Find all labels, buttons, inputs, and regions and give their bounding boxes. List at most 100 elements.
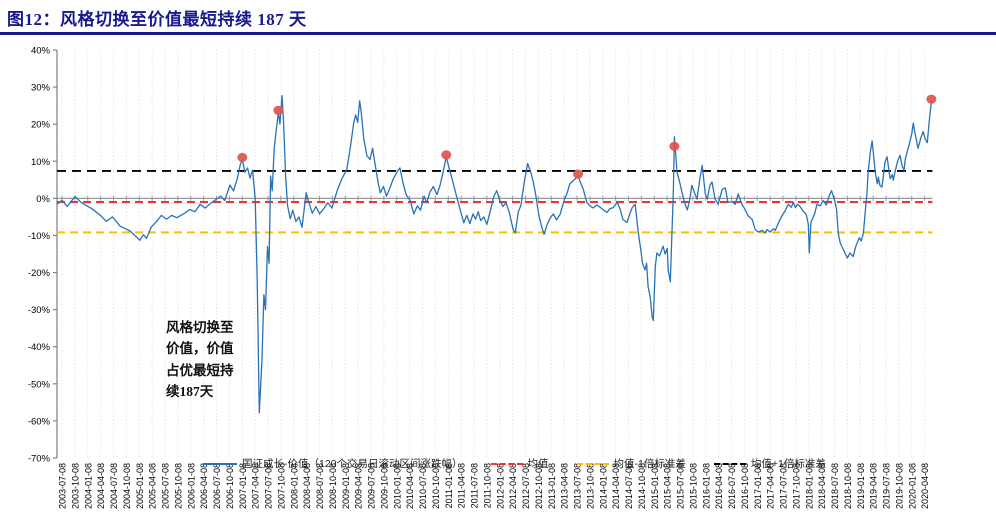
x-tick-label: 2016-01-08	[701, 463, 711, 509]
y-tick-label: -10%	[28, 231, 51, 242]
x-tick-label: 2018-04-08	[817, 463, 827, 509]
x-tick-label: 2011-07-08	[470, 463, 480, 508]
x-tick-label: 2003-07-08	[58, 463, 68, 509]
x-tick-label: 2013-01-08	[547, 463, 557, 509]
x-tick-label: 2007-10-08	[276, 463, 286, 509]
x-tick-label: 2009-10-08	[379, 463, 389, 509]
peak-marker	[237, 152, 248, 163]
x-tick-label: 2019-04-08	[869, 463, 879, 509]
x-tick-label: 2007-04-08	[251, 463, 261, 509]
x-tick-label: 2005-10-08	[173, 463, 183, 509]
x-tick-label: 2014-10-08	[637, 463, 647, 509]
x-tick-label: 2006-10-08	[225, 463, 235, 509]
peak-marker	[926, 94, 937, 104]
x-tick-label: 2015-01-08	[650, 463, 660, 509]
x-tick-label: 2011-01-08	[444, 463, 454, 508]
x-tick-label: 2005-01-08	[135, 463, 145, 509]
x-tick-label: 2011-10-08	[482, 463, 492, 508]
x-tick-label: 2005-07-08	[161, 463, 171, 509]
x-tick-label: 2014-04-08	[611, 463, 621, 509]
x-tick-label: 2010-04-08	[405, 463, 415, 509]
peak-marker	[669, 141, 680, 151]
x-tick-label: 2012-04-08	[508, 463, 518, 509]
x-tick-label: 2013-10-08	[585, 463, 595, 509]
legend-label: 均值	[527, 458, 549, 470]
y-tick-label: 0%	[36, 194, 50, 205]
chart-legend: 国证成长-价值（120个交易日滚动区间涨跌幅） 均值 均值-1倍标准差 均值+1…	[203, 456, 826, 471]
y-tick-label: 40%	[31, 46, 51, 57]
legend-label: 均值-1倍标准差	[613, 458, 686, 470]
x-tick-label: 2013-04-08	[560, 463, 570, 509]
x-tick-label: 2019-01-08	[856, 463, 866, 509]
y-tick-label: -40%	[28, 342, 51, 353]
legend-item-mean-minus-sigma: 均值-1倍标准差	[576, 456, 686, 471]
x-tick-label: 2017-07-08	[779, 463, 789, 509]
peak-marker	[573, 169, 584, 179]
figure-header: 图12：风格切换至价值最短持续 187 天	[0, 0, 996, 35]
legend-item-series: 国证成长-价值（120个交易日滚动区间涨跌幅）	[203, 456, 463, 471]
x-tick-label: 2011-04-08	[457, 463, 467, 508]
x-tick-label: 2006-07-08	[212, 463, 222, 509]
x-tick-label: 2010-01-08	[392, 463, 402, 509]
title-underline	[0, 32, 996, 35]
x-tick-label: 2017-01-08	[753, 463, 763, 509]
y-tick-label: 30%	[31, 83, 51, 94]
x-tick-label: 2020-04-08	[920, 463, 930, 509]
legend-label: 国证成长-价值（120个交易日滚动区间涨跌幅）	[242, 458, 463, 470]
chart-annotation: 风格切换至 价值，价值 占优最短持 续187天	[166, 320, 234, 399]
peak-marker	[273, 105, 284, 115]
x-tick-label: 2004-10-08	[122, 463, 132, 509]
x-tick-label: 2016-07-08	[727, 463, 737, 509]
legend-item-mean: 均值	[490, 456, 549, 471]
x-tick-label: 2014-01-08	[598, 463, 608, 509]
x-tick-label: 2010-07-08	[418, 463, 428, 509]
y-tick-label: 10%	[31, 157, 51, 168]
x-tick-label: 2006-01-08	[186, 463, 196, 509]
x-tick-label: 2016-10-08	[740, 463, 750, 509]
x-tick-label: 2014-07-08	[624, 463, 634, 509]
x-tick-label: 2019-10-08	[894, 463, 904, 509]
x-tick-label: 2008-04-08	[302, 463, 312, 509]
x-tick-label: 2015-07-08	[676, 463, 686, 509]
chart-area: 2003-07-08 2003-10-08 2004-01-08 2004-04-08…	[0, 36, 996, 529]
figure-title: 图12：风格切换至价值最短持续 187 天	[7, 10, 307, 29]
x-tick-label: 2005-04-08	[148, 463, 158, 509]
x-tick-label: 2004-04-08	[96, 463, 106, 509]
mean-minus-sigma-line-sample	[576, 462, 609, 465]
x-tick-label: 2020-01-08	[907, 463, 917, 509]
chart-canvas: 2003-07-08 2003-10-08 2004-01-08 2004-04-08…	[28, 46, 937, 509]
peak-marker	[441, 150, 452, 160]
x-tick-label: 2006-04-08	[199, 463, 209, 509]
x-tick-label: 2004-07-08	[109, 463, 119, 509]
y-tick-label: -20%	[28, 268, 51, 279]
x-tick-label: 2019-07-08	[882, 463, 892, 509]
y-tick-label: 20%	[31, 120, 51, 131]
series-line-sample	[203, 462, 237, 465]
series-line	[56, 94, 933, 414]
mean-line-sample	[490, 462, 523, 465]
x-tick-label: 2015-10-08	[688, 463, 698, 509]
y-tick-label: -50%	[28, 379, 51, 390]
x-tick-label: 2009-04-08	[354, 463, 364, 509]
x-tick-label: 2012-07-08	[521, 463, 531, 509]
x-tick-label: 2017-04-08	[766, 463, 776, 509]
x-tick-label: 2016-04-08	[714, 463, 724, 509]
y-tick-label: -60%	[28, 416, 51, 427]
x-tick-label: 2012-01-08	[495, 463, 505, 509]
x-tick-label: 2009-01-08	[341, 463, 351, 509]
x-tick-label: 2010-10-08	[431, 463, 441, 509]
x-tick-label: 2017-10-08	[791, 463, 801, 509]
x-tick-label: 2003-10-08	[70, 463, 80, 509]
x-tick-label: 2015-04-08	[663, 463, 673, 509]
x-tick-label: 2013-07-08	[573, 463, 583, 509]
x-tick-label: 2008-07-08	[315, 463, 325, 509]
y-tick-label: -30%	[28, 305, 51, 316]
x-tick-label: 2008-01-08	[289, 463, 299, 509]
x-tick-label: 2018-01-08	[804, 463, 814, 509]
x-tick-label: 2007-01-08	[238, 463, 248, 509]
x-tick-label: 2009-07-08	[367, 463, 377, 509]
y-tick-label: -70%	[28, 454, 51, 465]
x-tick-label: 2004-01-08	[83, 463, 93, 509]
x-tick-label: 2007-07-08	[264, 463, 274, 509]
legend-label: 均值+1倍标准差	[750, 458, 826, 470]
